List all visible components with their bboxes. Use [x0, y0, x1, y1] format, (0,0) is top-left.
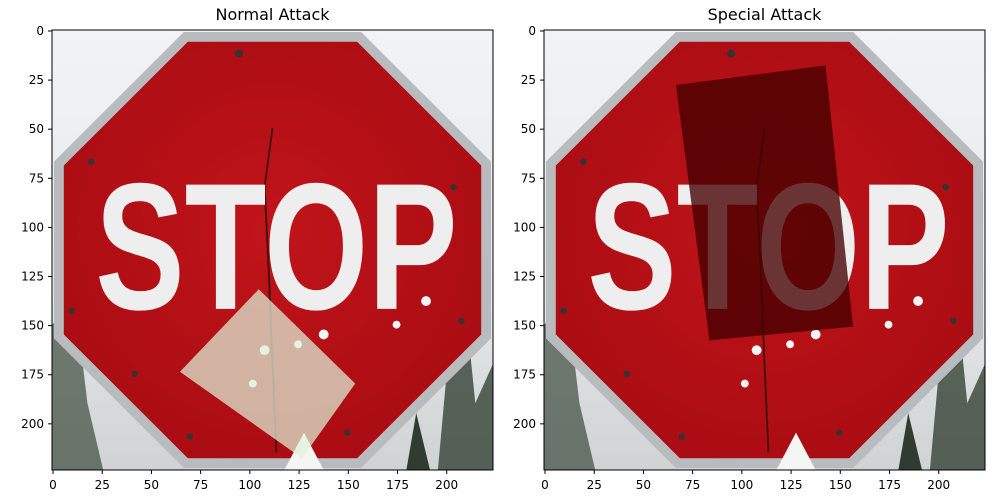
x-tick-label: 100 — [730, 478, 753, 492]
y-tick-label: 200 — [513, 417, 536, 431]
y-tick-label: 125 — [513, 270, 536, 284]
x-tick-label: 25 — [587, 478, 602, 492]
x-tick-label: 75 — [193, 478, 208, 492]
x-tick-label: 200 — [927, 478, 950, 492]
x-tick-label: 50 — [144, 478, 159, 492]
y-tick-label: 0 — [528, 24, 536, 38]
y-tick-label: 150 — [21, 319, 44, 333]
image-panel — [52, 30, 493, 471]
y-tick-label: 25 — [29, 73, 44, 87]
x-tick-label: 175 — [386, 478, 409, 492]
x-tick-label: 100 — [238, 478, 261, 492]
axes-frame — [51, 29, 494, 471]
x-tick-label: 50 — [636, 478, 651, 492]
panel-title: Special Attack — [708, 5, 823, 24]
x-tick-label: 125 — [780, 478, 803, 492]
x-tick-label: 150 — [337, 478, 360, 492]
image-panel — [544, 30, 985, 471]
panel-title: Normal Attack — [215, 5, 330, 24]
y-tick-label: 25 — [521, 73, 536, 87]
adversarial-patch — [675, 65, 854, 341]
x-tick-label: 200 — [435, 478, 458, 492]
x-tick-label: 150 — [829, 478, 852, 492]
y-tick-label: 75 — [29, 171, 44, 185]
y-tick-label: 50 — [521, 122, 536, 136]
x-tick-label: 175 — [878, 478, 901, 492]
y-tick-label: 75 — [521, 171, 536, 185]
x-tick-label: 0 — [541, 478, 549, 492]
y-tick-label: 125 — [21, 270, 44, 284]
y-tick-label: 200 — [21, 417, 44, 431]
adversarial-patch — [179, 289, 356, 459]
x-tick-label: 25 — [95, 478, 110, 492]
axes-frame — [543, 29, 986, 471]
x-tick-label: 125 — [288, 478, 311, 492]
y-tick-label: 0 — [36, 24, 44, 38]
x-tick-label: 75 — [685, 478, 700, 492]
y-tick-label: 150 — [513, 319, 536, 333]
x-tick-label: 0 — [49, 478, 57, 492]
y-tick-label: 175 — [513, 368, 536, 382]
y-tick-label: 175 — [21, 368, 44, 382]
y-tick-label: 100 — [21, 220, 44, 234]
y-tick-label: 100 — [513, 220, 536, 234]
y-tick-label: 50 — [29, 122, 44, 136]
